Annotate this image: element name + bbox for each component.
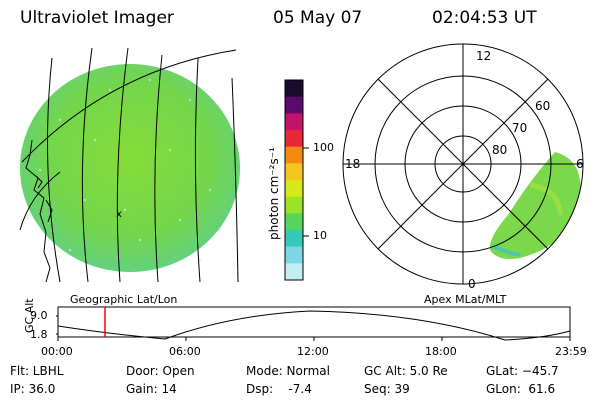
right-panel-caption: Apex MLat/MLT	[424, 293, 507, 306]
geographic-image: x	[19, 47, 240, 283]
colorbar-band	[285, 263, 303, 281]
ip-info: IP: 36.0	[10, 382, 56, 396]
mlat-label-70: 70	[512, 121, 527, 135]
mlt-label-0: 0	[468, 277, 476, 291]
mode-info: Mode: Normal	[246, 364, 330, 378]
mlt-label-6: 6	[576, 157, 584, 171]
altitude-plot	[56, 306, 571, 341]
colorbar-band	[285, 246, 303, 264]
colorbar-band	[285, 113, 303, 131]
gain-info: Gain: 14	[126, 382, 177, 396]
mlat-label-60: 60	[535, 99, 550, 113]
geo-latitude-info: GLat: −45.7	[486, 364, 559, 378]
filter-info: Flt: LBHL	[10, 364, 64, 378]
altitude-ymin: 1.8	[30, 328, 48, 341]
mlt-label-12: 12	[476, 49, 491, 63]
colorbar	[284, 79, 309, 281]
door-info: Door: Open	[126, 364, 195, 378]
instrument-title: Ultraviolet Imager	[20, 8, 174, 28]
gc-altitude-info: GC Alt: 5.0 Re	[364, 364, 448, 378]
x-tick-2359: 23:59	[555, 345, 587, 358]
colorbar-band	[285, 146, 303, 164]
colorbar-tick-100: 100	[313, 141, 334, 154]
colorbar-band	[285, 213, 303, 231]
colorbar-band	[285, 80, 303, 98]
x-tick-0600: 06:00	[169, 345, 201, 358]
colorbar-band	[285, 196, 303, 214]
x-tick-0000: 00:00	[41, 345, 73, 358]
colorbar-unit-label: photon cm⁻²s⁻¹	[267, 147, 281, 240]
geo-longitude-info: GLon: 61.6	[486, 382, 556, 396]
altitude-ymax: 9.0	[30, 309, 48, 322]
colorbar-band	[285, 96, 303, 114]
colorbar-tick-10: 10	[313, 229, 327, 242]
left-panel-caption: Geographic Lat/Lon	[70, 293, 178, 306]
colorbar-band	[285, 180, 303, 198]
mlt-label-18: 18	[345, 157, 360, 171]
x-tick-1200: 12:00	[297, 345, 329, 358]
colorbar-band	[285, 230, 303, 248]
colorbar-band	[285, 130, 303, 148]
mlat-label-80: 80	[492, 143, 507, 157]
x-tick-1800: 18:00	[425, 345, 457, 358]
aurora-disk	[20, 64, 240, 272]
date-label: 05 May 07	[273, 8, 363, 28]
sequence-info: Seq: 39	[364, 382, 410, 396]
colorbar-band	[285, 163, 303, 181]
position-marker: x	[116, 209, 122, 220]
dsp-info: Dsp: -7.4	[246, 382, 312, 396]
time-label: 02:04:53 UT	[432, 8, 537, 28]
polar-plot: 12 18 6 0 60 70 80	[342, 43, 584, 291]
